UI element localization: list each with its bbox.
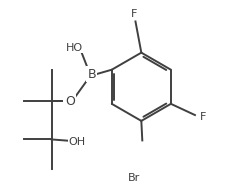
Text: O: O — [65, 95, 74, 108]
Text: OH: OH — [68, 137, 85, 147]
Text: F: F — [199, 112, 205, 122]
Text: B: B — [87, 68, 95, 81]
Text: Br: Br — [127, 173, 139, 183]
Text: HO: HO — [65, 43, 82, 53]
Text: F: F — [131, 9, 137, 19]
